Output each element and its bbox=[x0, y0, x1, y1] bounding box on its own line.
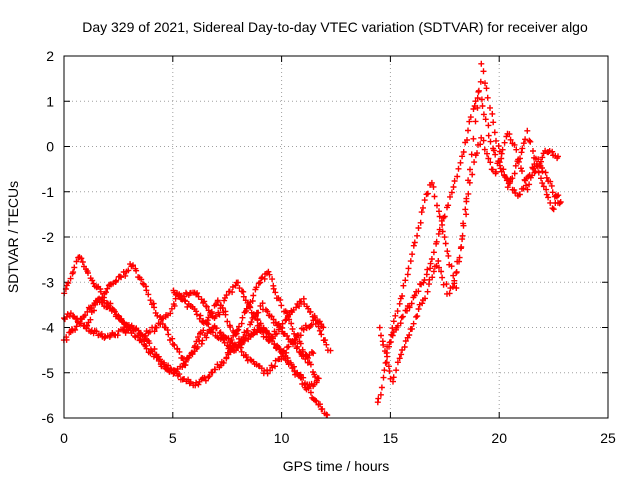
y-tick-label: -5 bbox=[42, 365, 55, 381]
y-tick-label: -2 bbox=[42, 229, 55, 245]
series-marker-path bbox=[61, 310, 331, 419]
series-marker-path bbox=[83, 261, 317, 368]
x-tick-label: 20 bbox=[491, 430, 507, 446]
y-tick-label: 1 bbox=[46, 93, 54, 109]
y-axis-label: SDTVAR / TECUs bbox=[5, 181, 21, 293]
chart-title: Day 329 of 2021, Sidereal Day-to-day VTE… bbox=[82, 19, 588, 35]
series-marker-path bbox=[170, 279, 334, 354]
x-tick-label: 10 bbox=[274, 430, 290, 446]
y-tick-label: -4 bbox=[42, 320, 55, 336]
series-track-d bbox=[83, 261, 317, 368]
x-tick-label: 5 bbox=[169, 430, 177, 446]
y-tick-label: 0 bbox=[46, 139, 54, 155]
x-tick-label: 15 bbox=[383, 430, 399, 446]
series-track-i bbox=[383, 60, 562, 356]
y-tick-label: -3 bbox=[42, 274, 55, 290]
series-track-e bbox=[170, 279, 334, 354]
x-tick-label: 25 bbox=[600, 430, 616, 446]
series-marker-path bbox=[224, 268, 321, 382]
x-axis-label: GPS time / hours bbox=[283, 458, 390, 474]
y-tick-label: -1 bbox=[42, 184, 55, 200]
series-track-a bbox=[61, 310, 331, 419]
series-marker-path bbox=[374, 87, 564, 406]
grid-lines bbox=[64, 56, 608, 418]
series-track-g bbox=[374, 87, 564, 406]
y-tick-label: -6 bbox=[42, 410, 55, 426]
x-tick-label: 0 bbox=[60, 430, 68, 446]
x-tick-labels: 0 5 10 15 20 25 bbox=[60, 430, 616, 446]
series-marker-path bbox=[383, 60, 562, 356]
y-tick-labels: -6 -5 -4 -3 -2 -1 0 1 2 bbox=[42, 48, 55, 426]
y-tick-label: 2 bbox=[46, 48, 54, 64]
series-track-f bbox=[224, 268, 321, 382]
plot-frame bbox=[63, 55, 609, 419]
data-points bbox=[60, 60, 564, 419]
